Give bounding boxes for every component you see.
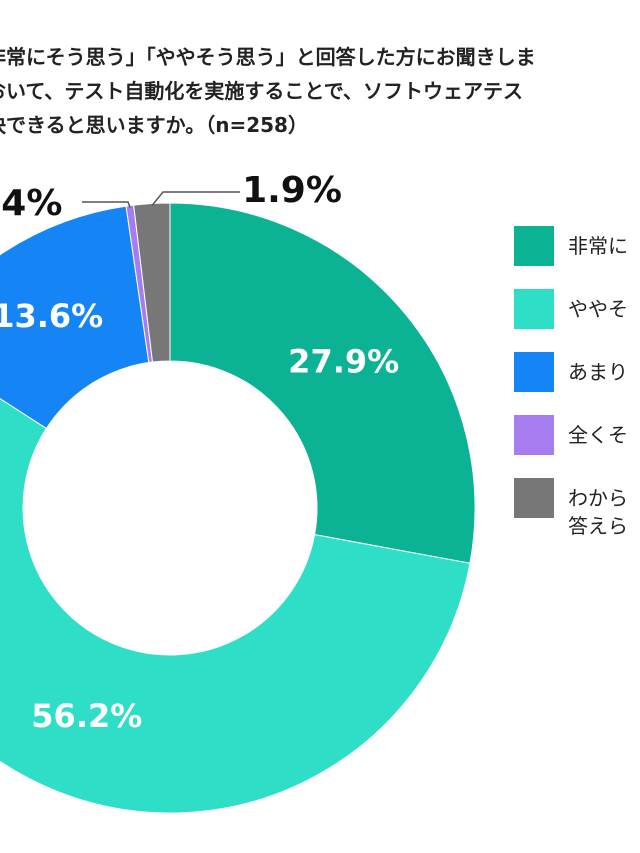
legend-item: あまり xyxy=(514,352,640,392)
legend-swatch xyxy=(514,352,554,392)
title-line-3: 決できると思いますか。（n=258） xyxy=(0,113,308,137)
data-label: .4% xyxy=(0,183,62,224)
legend-label: ややそ xyxy=(568,297,628,321)
leader-line xyxy=(82,201,131,208)
legend-item: わから 答えら xyxy=(514,478,640,540)
legend-swatch xyxy=(514,289,554,329)
title-line-2: おいて、テスト自動化を実施することで、ソフトウェアテス xyxy=(0,79,523,103)
legend-swatch xyxy=(514,226,554,266)
legend-item: 非常に xyxy=(514,226,640,266)
legend-label: あまり xyxy=(568,360,628,384)
title-line-1: 非常にそう思う」「ややそう思う」と回答した方にお聞きしま xyxy=(0,45,536,69)
donut-slices xyxy=(0,202,476,814)
leader-line xyxy=(151,191,240,207)
legend-label: わから 答えら xyxy=(568,486,628,538)
legend-swatch xyxy=(514,478,554,518)
leader-lines xyxy=(82,191,240,208)
data-labels: 27.9% 56.2% 13.6% .4% 1.9% xyxy=(0,170,399,735)
legend-item: 全くそ xyxy=(514,415,640,455)
data-label: 1.9% xyxy=(242,170,342,211)
donut-slice xyxy=(133,202,171,363)
legend-label: 非常に xyxy=(568,234,628,258)
legend: 非常に ややそ あまり 全くそ わから 答えら xyxy=(514,226,640,563)
data-label: 13.6% xyxy=(0,297,103,335)
legend-label: 全くそ xyxy=(568,423,628,447)
chart-title: 非常にそう思う」「ややそう思う」と回答した方にお聞きしま おいて、テスト自動化を… xyxy=(0,40,640,142)
donut-slice xyxy=(0,205,150,430)
data-label: 56.2% xyxy=(31,697,142,735)
data-label: 27.9% xyxy=(288,342,399,380)
legend-item: ややそ xyxy=(514,289,640,329)
donut-slice xyxy=(169,202,476,564)
donut-slice xyxy=(0,398,471,814)
legend-swatch xyxy=(514,415,554,455)
